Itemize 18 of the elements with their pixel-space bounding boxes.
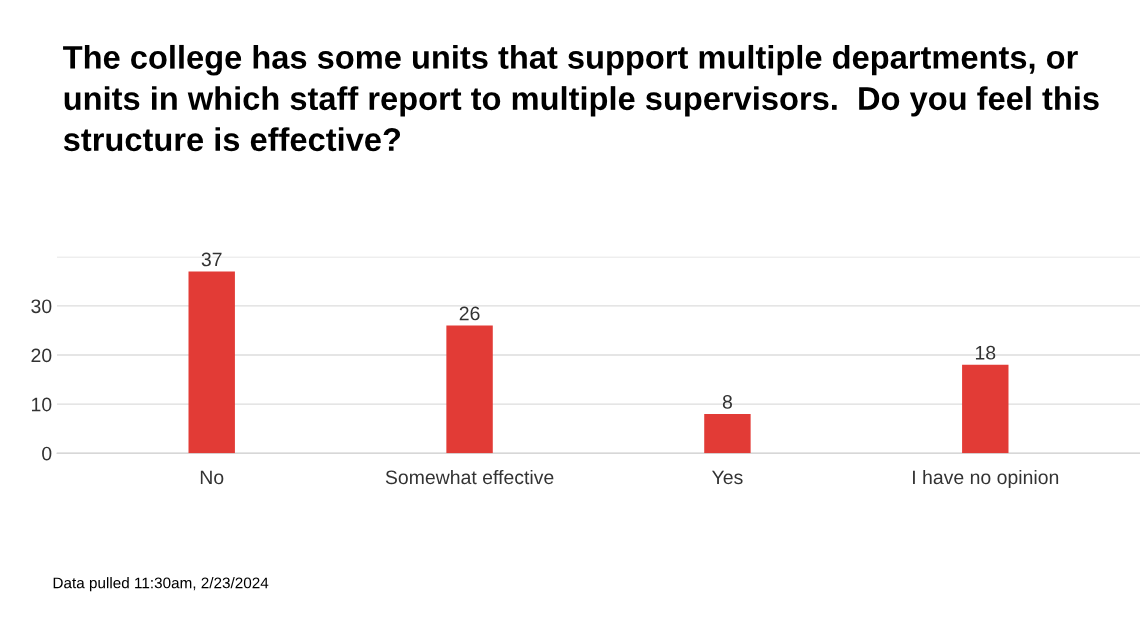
data-label: 8 — [722, 394, 732, 409]
y-tick-label: 10 — [32, 397, 52, 412]
data-label: 26 — [459, 306, 480, 321]
y-tick-label: 20 — [31, 348, 52, 363]
bar — [962, 364, 1009, 454]
text: Data pulled 11:30am, 2/23/2024 — [53, 577, 269, 592]
x-tick-label: No — [200, 470, 224, 485]
x-tick-label: I have no opinion — [913, 469, 1059, 489]
bar — [188, 271, 235, 454]
y-tick-label: 30 — [31, 299, 52, 314]
chart-title: The college has some units that support multiple departments, or units in which staff report to multiple supervisors. Do you feel this structure is effective? — [63, 44, 1099, 152]
x-tick-label: Somewhat effective — [385, 469, 554, 485]
bar — [446, 325, 493, 454]
bar — [704, 413, 751, 454]
data-label: 18 — [975, 345, 996, 360]
x-tick-label: Yes — [711, 470, 743, 485]
y-tick-label: 0 — [42, 446, 52, 461]
data-label: 37 — [201, 252, 222, 267]
